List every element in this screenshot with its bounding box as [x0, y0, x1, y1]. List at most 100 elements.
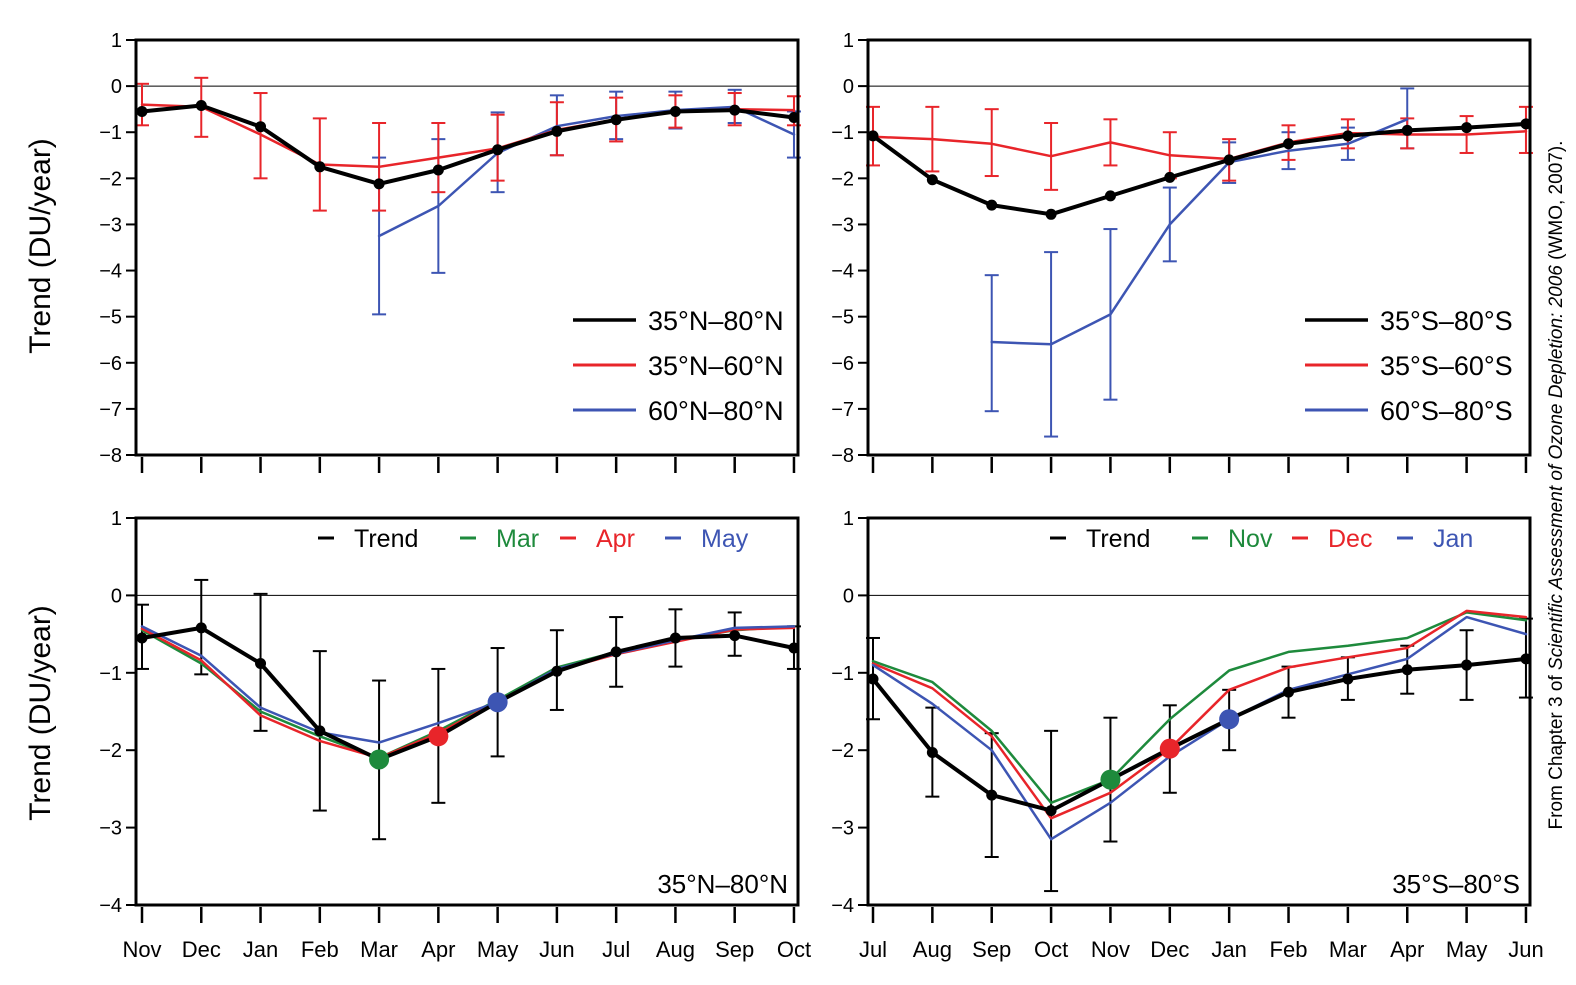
sh-top-plot-frame [866, 38, 1532, 457]
sh-bottom-x-tick-label-jun: Jun [1508, 937, 1543, 962]
sh-bottom-x-tick-label-apr: Apr [1390, 937, 1424, 962]
sh-top-series-line-60-s-80-s [990, 118, 1409, 346]
sh-top-legend-label-60-s-80-s: 60°S–80°S [1380, 396, 1513, 426]
sh-top-point-35-s-80-s [1223, 154, 1235, 166]
nh-bottom-y-tick-label: 0 [111, 585, 122, 607]
nh-top-legend-label-35-n-80-n: 35°N–80°N [648, 306, 784, 336]
sh-top-point-35-s-80-s [1401, 124, 1413, 136]
nh-bottom-point-trend [669, 632, 681, 644]
nh-bottom-y-tick-label: −4 [99, 895, 122, 917]
nh-bottom-point-trend [255, 658, 267, 670]
sh-bottom-plot-frame [866, 516, 1532, 907]
nh-top-series-line-35-n-80-n [140, 103, 796, 186]
nh-top-y-tick-label: −4 [99, 261, 122, 283]
nh-bottom-legend-label-apr: Apr [596, 525, 635, 553]
sh-top-y-tick-label: −5 [831, 307, 854, 329]
sh-bottom-legend-label-trend: Trend [1086, 525, 1150, 553]
sh-bottom-legend-label-nov: Nov [1228, 525, 1273, 553]
sh-bottom-region-label: 35°S–80°S [1392, 869, 1520, 899]
sh-top-y-tick-label: −3 [831, 214, 854, 236]
sh-bottom-x-tick-label-jan: Jan [1211, 937, 1246, 962]
nh-bottom-series-line-trend [140, 625, 796, 762]
nh-top-point-35-n-80-n [729, 104, 741, 116]
nh-top-y-tick-label: −3 [99, 214, 122, 236]
sh-bottom-x-tick-label-aug: Aug [913, 937, 952, 962]
sh-top-series-line-35-s-60-s [871, 130, 1528, 161]
sh-bottom-x-tick-label-sep: Sep [972, 937, 1011, 962]
nh-bottom-highlight-point-mar [369, 749, 390, 770]
sh-bottom-y-tick-label: −4 [831, 895, 854, 917]
nh-bottom-y-tick-label: −3 [99, 818, 122, 840]
sh-bottom-point-trend [1283, 686, 1295, 698]
sh-top-point-35-s-80-s [1283, 138, 1295, 150]
sh-bottom-series-line-jan [871, 615, 1528, 841]
sh-top-y-tick-label: −2 [831, 168, 854, 190]
sh-bottom-x-tick-label-nov: Nov [1091, 937, 1130, 962]
nh-top-legend-label-35-n-60-n: 35°N–60°N [648, 351, 784, 381]
nh-bottom-legend-label-trend: Trend [354, 525, 418, 553]
nh-top-legend-label-60-n-80-n: 60°N–80°N [648, 396, 784, 426]
nh-top-point-35-n-80-n [314, 161, 326, 173]
nh-top-y-tick-label: −8 [99, 445, 122, 467]
nh-top-point-35-n-80-n [610, 114, 622, 126]
sh-bottom-point-trend [986, 789, 998, 801]
nh-bottom-legend-label-may: May [701, 525, 749, 553]
sh-top-point-35-s-80-s [1045, 208, 1057, 220]
sh-bottom-point-trend [1401, 664, 1413, 676]
nh-bottom-series-line-mar [140, 625, 796, 760]
nh-top-series-line-35-n-60-n [140, 103, 796, 169]
sh-top-point-35-s-80-s [926, 174, 938, 186]
source-credit-prefix: From Chapter 3 of [1546, 670, 1567, 829]
sh-top-y-tick-label: −1 [831, 122, 854, 144]
sh-top-y-tick-label: −8 [831, 445, 854, 467]
nh-bottom-series-line-apr [140, 626, 796, 760]
y-axis-label-top: Trend (DU/year) [24, 138, 57, 354]
nh-bottom-y-tick-label: −1 [99, 663, 122, 685]
sh-top-y-tick-label: 0 [843, 76, 854, 98]
nh-bottom-point-trend [729, 630, 741, 642]
nh-bottom-series-line-may [140, 625, 796, 744]
panel-nh-top: 1 0 −1 −2 −3 −4 −5 −6 −7 −8 35°N–80°N 35°N–60°N 60°N… [99, 30, 801, 473]
nh-bottom-highlight-point-apr [428, 726, 449, 747]
sh-top-legend-label-35-s-80-s: 35°S–80°S [1380, 306, 1513, 336]
nh-bottom-point-trend [314, 725, 326, 737]
nh-top-y-tick-label: 0 [111, 76, 122, 98]
nh-bottom-x-tick-label-aug: Aug [656, 937, 695, 962]
sh-bottom-x-tick-label-feb: Feb [1270, 937, 1308, 962]
nh-top-y-tick-label: −6 [99, 353, 122, 375]
sh-bottom-point-trend [926, 747, 938, 759]
sh-top-legend-label-35-s-60-s: 35°S–60°S [1380, 351, 1513, 381]
nh-top-y-tick-label: −1 [99, 122, 122, 144]
sh-bottom-point-trend [1461, 659, 1473, 671]
source-credit: From Chapter 3 of Scientific Assessment … [1546, 141, 1567, 830]
sh-bottom-highlight-point-nov [1100, 769, 1121, 790]
nh-bottom-x-tick-label-jan: Jan [243, 937, 278, 962]
nh-top-series-line-60-n-80-n [377, 105, 796, 238]
nh-bottom-x-tick-label-apr: Apr [421, 937, 455, 962]
sh-bottom-y-tick-label: 1 [843, 508, 854, 530]
sh-bottom-legend-label-dec: Dec [1328, 525, 1372, 553]
sh-top-point-35-s-80-s [1164, 171, 1176, 183]
nh-top-point-35-n-80-n [195, 99, 207, 111]
sh-bottom-y-tick-label: −3 [831, 818, 854, 840]
sh-top-y-tick-label: −6 [831, 353, 854, 375]
sh-bottom-series-line-nov [871, 611, 1528, 805]
sh-bottom-series-line-trend [871, 656, 1528, 813]
nh-top-point-35-n-80-n [551, 125, 563, 137]
sh-bottom-point-trend [1045, 805, 1057, 817]
sh-bottom-x-tick-label-mar: Mar [1329, 937, 1367, 962]
sh-bottom-point-trend [1342, 673, 1354, 685]
nh-top-point-35-n-80-n [255, 121, 267, 133]
sh-top-point-35-s-80-s [867, 130, 879, 142]
sh-bottom-y-tick-label: 0 [843, 585, 854, 607]
source-credit-title: Scientific Assessment of Ozone Depletion… [1546, 265, 1567, 670]
nh-bottom-region-label: 35°N–80°N [657, 869, 788, 899]
sh-top-y-tick-label: −4 [831, 261, 854, 283]
sh-bottom-y-tick-label: −2 [831, 740, 854, 762]
nh-bottom-point-trend [610, 646, 622, 658]
sh-top-y-tick-label: −7 [831, 399, 854, 421]
nh-top-y-tick-label: −5 [99, 307, 122, 329]
